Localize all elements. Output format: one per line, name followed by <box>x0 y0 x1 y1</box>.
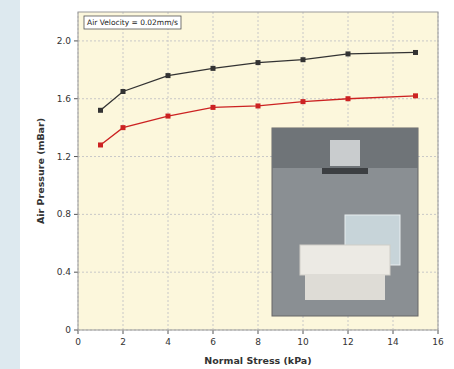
annotation: Air Velocity = 0.02mm/s <box>87 18 178 27</box>
series-group <box>98 50 418 148</box>
marker <box>166 73 171 78</box>
chart-root: 0 2 4 6 8 10 12 14 16 0 0.4 0.8 1.2 1.6 2.0 Air Velocit… <box>0 0 454 369</box>
tick-label: 14 <box>387 337 399 347</box>
tick-label: 4 <box>165 337 171 347</box>
chart: 0 2 4 6 8 10 12 14 16 0 0.4 0.8 1.2 1.6 2.0 Air Velocit… <box>0 0 454 369</box>
marker <box>346 96 351 101</box>
tick-label: 16 <box>432 337 444 347</box>
grid-line <box>78 98 438 99</box>
marker <box>121 125 126 130</box>
tick-label: 12 <box>342 337 353 347</box>
grid-line <box>78 40 438 41</box>
tick-label: 0.8 <box>57 209 72 219</box>
series-line <box>101 52 416 110</box>
tick-label: 0 <box>65 325 71 335</box>
marker <box>413 50 418 55</box>
y-axis-title: Air Pressure (mBar) <box>35 118 46 224</box>
photo-shape <box>322 168 368 174</box>
tick-label: 0 <box>75 337 81 347</box>
photo-shape <box>300 245 390 275</box>
tick <box>258 330 259 334</box>
tick-label: 8 <box>255 337 261 347</box>
marker <box>256 60 261 65</box>
tick <box>393 330 394 334</box>
marker <box>256 103 261 108</box>
tick-label: 2.0 <box>57 36 72 46</box>
marker <box>211 66 216 71</box>
grid-line <box>213 12 214 330</box>
tick <box>348 330 349 334</box>
photo-inset <box>272 128 418 316</box>
tick <box>123 330 124 334</box>
marker <box>211 105 216 110</box>
annotation-box <box>84 16 181 29</box>
tick <box>74 98 78 99</box>
marker <box>413 93 418 98</box>
marker <box>166 114 171 119</box>
panel <box>20 0 454 369</box>
tick-label: 10 <box>297 337 309 347</box>
tick-label: 6 <box>210 337 216 347</box>
x-axis-title: Normal Stress (kPa) <box>204 355 311 366</box>
tick <box>438 330 439 334</box>
photo-shape <box>272 128 418 168</box>
marker <box>301 57 306 62</box>
marker <box>121 89 126 94</box>
photo-frame <box>272 128 418 316</box>
tick <box>78 330 79 334</box>
photo-shape <box>305 275 385 300</box>
tick <box>303 330 304 334</box>
tick-label: 2 <box>120 337 126 347</box>
tick-label: 1.2 <box>57 152 71 162</box>
marker <box>346 51 351 56</box>
tick-label: 1.6 <box>57 94 72 104</box>
tick-label: 0.4 <box>57 267 72 277</box>
tick <box>74 40 78 41</box>
tick <box>74 214 78 215</box>
marker <box>98 108 103 113</box>
tick <box>168 330 169 334</box>
tick <box>74 156 78 157</box>
tick <box>74 330 78 331</box>
tick <box>213 330 214 334</box>
grid-line <box>123 12 124 330</box>
series-line <box>101 96 416 145</box>
tick <box>74 272 78 273</box>
grid-line <box>258 12 259 330</box>
marker <box>98 142 103 147</box>
marker <box>301 99 306 104</box>
plot-area <box>78 12 438 330</box>
grid-line <box>168 12 169 330</box>
plot-frame <box>78 12 438 330</box>
photo-shape <box>330 140 360 166</box>
